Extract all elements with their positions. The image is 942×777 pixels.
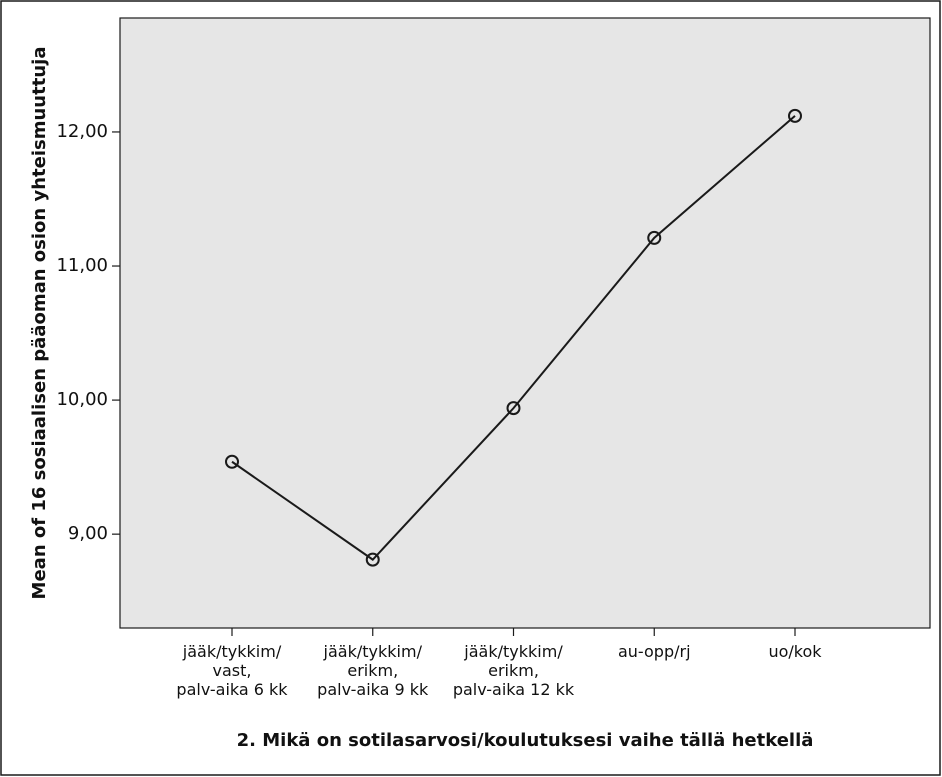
- x-tick-label: au-opp/rj: [618, 642, 691, 661]
- data-point: [506, 401, 521, 416]
- y-axis: 9,00 10,00 11,00 12,00: [56, 121, 120, 544]
- x-tick-label-line: palv-aika 9 kk: [317, 680, 429, 699]
- y-axis-title: Mean of 16 sosiaalisen pääoman osion yht…: [29, 47, 50, 600]
- x-tick-label-line: uo/kok: [768, 642, 822, 661]
- series-line: [231, 115, 796, 561]
- data-point: [365, 552, 380, 567]
- x-tick-label-line: jääk/tykkim/: [323, 642, 423, 661]
- x-tick-label: jääk/tykkim/erikm, palv-aika 12 kk: [453, 642, 575, 699]
- data-point: [225, 454, 239, 469]
- y-tick-label: 12,00: [56, 121, 108, 142]
- x-tick-label-line: au-opp/rj: [618, 642, 691, 661]
- x-tick-label: jääk/tykkim/erikm, palv-aika 9 kk: [317, 642, 429, 699]
- x-tick-label-line: palv-aika 12 kk: [453, 680, 575, 699]
- x-axis: jääk/tykkim/vast, palv-aika 6 kkjääk/tykk…: [176, 628, 822, 699]
- plot-area: [119, 17, 931, 629]
- x-tick-label-line: erikm,: [488, 661, 539, 680]
- x-tick-label-line: erikm,: [347, 661, 398, 680]
- y-tick-label: 10,00: [56, 389, 108, 410]
- x-tick-label-line: jääk/tykkim/: [182, 642, 282, 661]
- y-tick-label: 11,00: [56, 255, 108, 276]
- data-point: [647, 230, 662, 245]
- x-axis-title: 2. Mikä on sotilasarvosi/koulutuksesi va…: [237, 730, 814, 751]
- series-group: [225, 108, 802, 567]
- x-tick-label: jääk/tykkim/vast, palv-aika 6 kk: [176, 642, 288, 699]
- data-point: [788, 108, 802, 123]
- x-tick-label-line: vast,: [213, 661, 252, 680]
- x-tick-label-line: palv-aika 6 kk: [176, 680, 288, 699]
- x-tick-label: uo/kok: [768, 642, 822, 661]
- x-tick-label-line: jääk/tykkim/: [463, 642, 563, 661]
- y-tick-label: 9,00: [68, 523, 108, 544]
